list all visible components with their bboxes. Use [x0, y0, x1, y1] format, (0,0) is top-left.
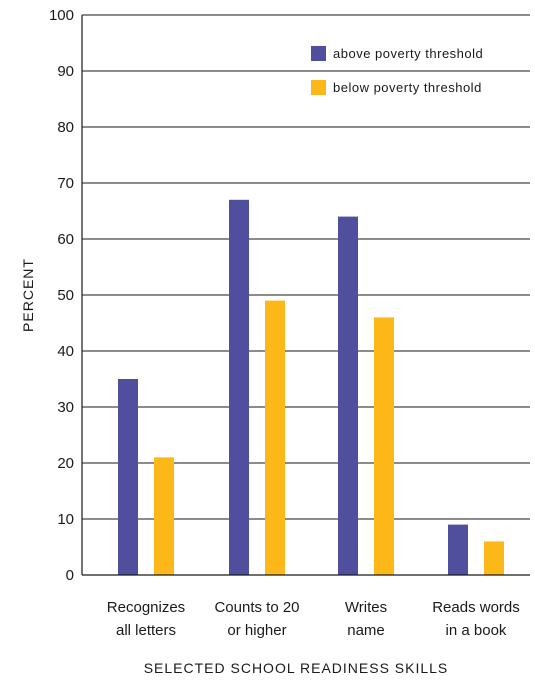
y-axis-title: PERCENT	[20, 258, 36, 332]
x-category-label: or higher	[227, 622, 286, 639]
y-tick-label: 80	[57, 119, 74, 136]
x-category-label: Reads words	[432, 599, 520, 616]
x-category-labels: Recognizes all letters Counts to 20 or high…	[107, 599, 520, 639]
bar-above-2	[338, 217, 358, 575]
bar-below-3	[484, 541, 504, 575]
bar-below-0	[154, 457, 174, 575]
y-tick-label: 40	[57, 343, 74, 360]
x-category-label: in a book	[446, 622, 507, 639]
bar-above-3	[448, 525, 468, 575]
x-category-label: all letters	[116, 622, 176, 639]
legend-label: below poverty threshold	[333, 80, 482, 95]
y-tick-label: 70	[57, 175, 74, 192]
y-tick-label: 20	[57, 455, 74, 472]
legend-swatch	[311, 80, 326, 95]
y-tick-label: 100	[49, 7, 74, 24]
y-tick-labels: 0 10 20 30 40 50 60 70 80 90 100	[49, 7, 74, 584]
y-tick-label: 50	[57, 287, 74, 304]
y-tick-label: 60	[57, 231, 74, 248]
bar-above-1	[229, 200, 249, 575]
y-tick-label: 30	[57, 399, 74, 416]
x-category-label: Writes	[345, 599, 387, 616]
legend-swatch	[311, 46, 326, 61]
x-category-label: Counts to 20	[214, 599, 299, 616]
bar-below-2	[374, 317, 394, 575]
legend-label: above poverty threshold	[333, 46, 483, 61]
y-tick-label: 10	[57, 511, 74, 528]
y-tick-label: 0	[66, 567, 74, 584]
x-category-label: name	[347, 622, 385, 639]
bar-above-0	[118, 379, 138, 575]
y-tick-label: 90	[57, 63, 74, 80]
x-category-label: Recognizes	[107, 599, 185, 616]
x-axis-title: SELECTED SCHOOL READINESS SKILLS	[144, 660, 449, 676]
bar-below-1	[265, 301, 285, 575]
